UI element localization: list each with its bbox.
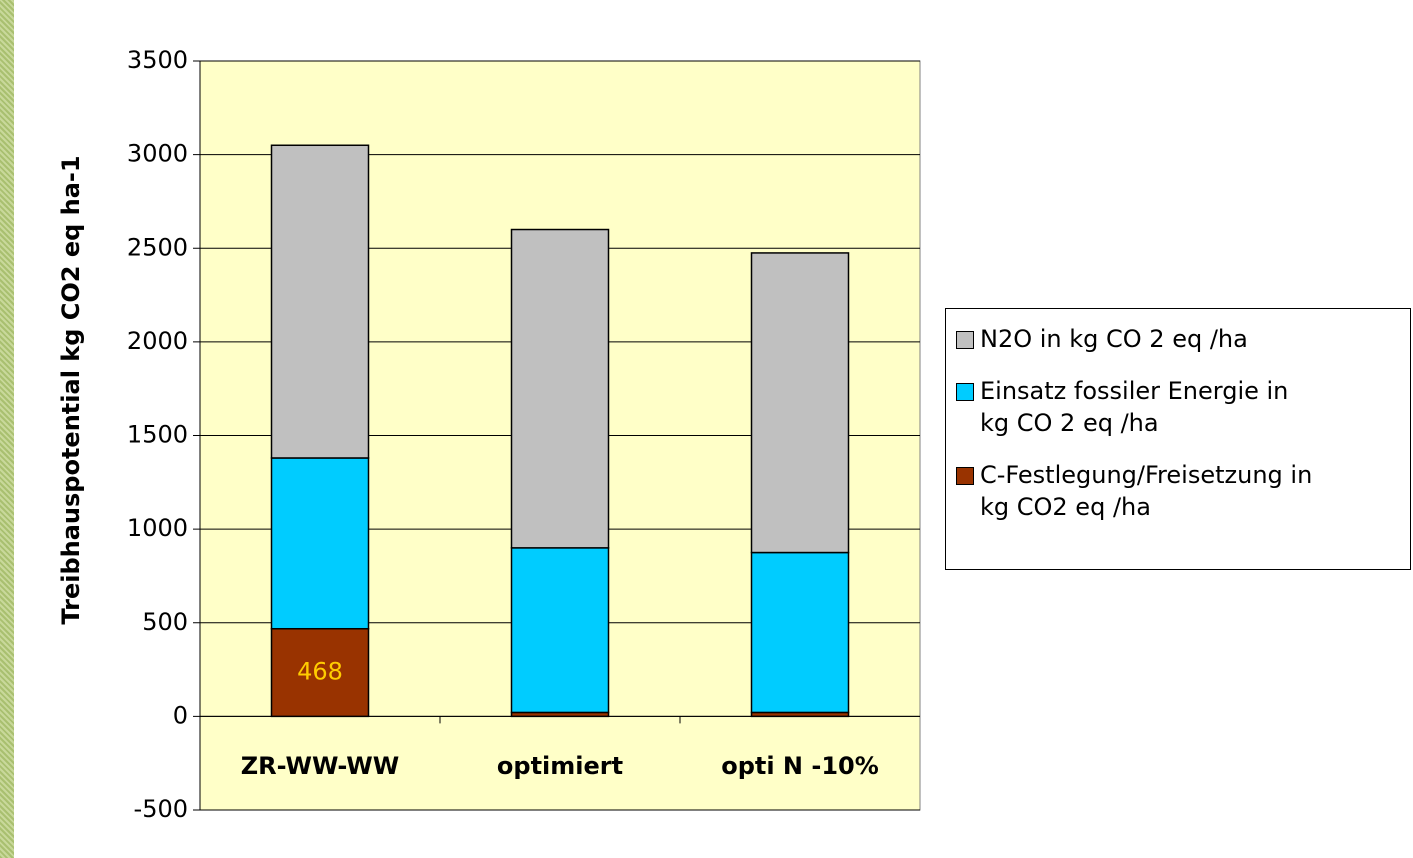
legend-swatch	[956, 383, 974, 401]
bar-segment	[270, 144, 370, 459]
y-tick-label: 2500	[127, 233, 188, 261]
y-tick-label: 500	[142, 608, 188, 636]
legend-label: N2O in kg CO 2 eq /ha	[980, 325, 1248, 353]
bar-segment	[750, 551, 850, 714]
y-tick-label: 1000	[127, 514, 188, 542]
y-tick-label: 0	[173, 701, 188, 729]
legend-item: C-Festlegung/Freisetzung in kg CO2 eq /h…	[956, 459, 1400, 523]
y-tick-label: 2000	[127, 327, 188, 355]
y-tick-label: 1500	[127, 421, 188, 449]
legend-label: Einsatz fossiler Energie in kg CO 2 eq /…	[980, 377, 1289, 437]
x-tick-label: ZR-WW-WW	[241, 752, 399, 780]
legend: N2O in kg CO 2 eq /ha Einsatz fossiler En…	[945, 308, 1411, 570]
bar-segment	[270, 457, 370, 630]
x-tick-label: opti N -10%	[721, 752, 879, 780]
y-tick-label: 3500	[127, 46, 188, 74]
bar-segment	[270, 627, 370, 718]
legend-swatch	[956, 467, 974, 485]
data-label: 468	[297, 658, 343, 686]
legend-swatch	[956, 331, 974, 349]
legend-label: C-Festlegung/Freisetzung in kg CO2 eq /h…	[980, 461, 1313, 521]
legend-item: N2O in kg CO 2 eq /ha	[956, 323, 1400, 355]
y-axis-label: Treibhauspotential kg CO2 eq ha-1	[57, 155, 85, 624]
y-tick-label: 3000	[127, 140, 188, 168]
bar-segment	[510, 228, 610, 549]
bar-segment	[750, 252, 850, 554]
x-tick-label: optimiert	[497, 752, 623, 780]
y-tick-label: -500	[134, 795, 188, 823]
legend-item: Einsatz fossiler Energie in kg CO 2 eq /…	[956, 375, 1400, 439]
bar-segment	[510, 547, 610, 714]
